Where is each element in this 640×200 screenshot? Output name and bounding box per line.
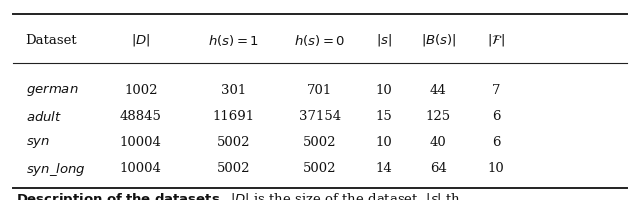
Text: 301: 301 bbox=[221, 84, 246, 97]
Text: Dataset: Dataset bbox=[26, 33, 77, 46]
Text: 10: 10 bbox=[376, 137, 392, 150]
Text: $\mathit{adult}$: $\mathit{adult}$ bbox=[26, 110, 62, 124]
Text: 11691: 11691 bbox=[212, 110, 255, 123]
Text: 5002: 5002 bbox=[217, 137, 250, 150]
Text: $|B(s)|$: $|B(s)|$ bbox=[420, 32, 456, 48]
Text: 15: 15 bbox=[376, 110, 392, 123]
Text: $\mathit{syn}$: $\mathit{syn}$ bbox=[26, 136, 50, 150]
Text: 37154: 37154 bbox=[299, 110, 341, 123]
Text: $h(s)=1$: $h(s)=1$ bbox=[208, 32, 259, 47]
Text: 701: 701 bbox=[307, 84, 333, 97]
Text: $\mathit{german}$: $\mathit{german}$ bbox=[26, 83, 78, 98]
Text: 6: 6 bbox=[492, 137, 500, 150]
Text: 5002: 5002 bbox=[217, 162, 250, 176]
Text: 125: 125 bbox=[426, 110, 451, 123]
Text: 14: 14 bbox=[376, 162, 392, 176]
Text: 40: 40 bbox=[430, 137, 447, 150]
Text: $|s|$: $|s|$ bbox=[376, 32, 392, 48]
Text: 10: 10 bbox=[488, 162, 504, 176]
Text: 1002: 1002 bbox=[124, 84, 157, 97]
Text: 6: 6 bbox=[492, 110, 500, 123]
Text: 10004: 10004 bbox=[120, 137, 162, 150]
Text: $\mathbf{Description\ of\ the\ datasets.}$: $\mathbf{Description\ of\ the\ datasets.… bbox=[16, 191, 225, 200]
Text: $|D|$: $|D|$ bbox=[131, 32, 150, 48]
Text: $\mathit{syn\_long}$: $\mathit{syn\_long}$ bbox=[26, 160, 86, 178]
Text: 64: 64 bbox=[430, 162, 447, 176]
Text: $h(s)=0$: $h(s)=0$ bbox=[294, 32, 346, 47]
Text: 48845: 48845 bbox=[120, 110, 162, 123]
Text: 44: 44 bbox=[430, 84, 447, 97]
Text: 5002: 5002 bbox=[303, 137, 337, 150]
Text: $|D|$ is the size of the dataset. $|s|$ th: $|D|$ is the size of the dataset. $|s|$ … bbox=[230, 191, 461, 200]
Text: 10004: 10004 bbox=[120, 162, 162, 176]
Text: $|\mathcal{F}|$: $|\mathcal{F}|$ bbox=[487, 32, 505, 48]
Text: 5002: 5002 bbox=[303, 162, 337, 176]
Text: 7: 7 bbox=[492, 84, 500, 97]
Text: 10: 10 bbox=[376, 84, 392, 97]
